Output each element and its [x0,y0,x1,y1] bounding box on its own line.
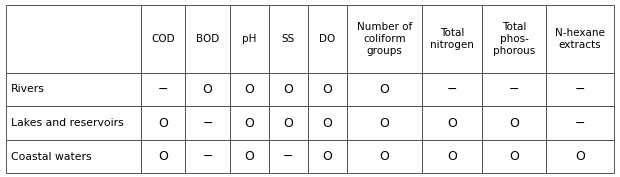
Text: −: − [575,83,585,96]
Bar [141,5,185,73]
Text: O: O [379,116,389,130]
Bar [229,106,268,140]
Bar [546,5,614,73]
Text: −: − [575,116,585,130]
Bar [6,73,141,106]
Bar [482,73,546,106]
Text: O: O [283,83,293,96]
Bar [482,5,546,73]
Text: Rivers: Rivers [11,84,45,94]
Bar [6,5,141,73]
Bar [308,140,347,173]
Text: O: O [447,116,457,130]
Bar [422,73,482,106]
Bar [347,106,422,140]
Bar [6,106,141,140]
Bar [229,5,268,73]
Bar [546,73,614,106]
Bar [229,73,268,106]
Bar [141,106,185,140]
Text: −: − [202,150,213,163]
Bar [6,140,141,173]
Text: COD: COD [152,34,175,44]
Text: O: O [244,116,254,130]
Text: O: O [509,116,519,130]
Text: pH: pH [242,34,256,44]
Bar [141,73,185,106]
Text: Coastal waters: Coastal waters [11,152,92,162]
Text: −: − [283,150,293,163]
Bar [229,140,268,173]
Text: Total
phos-
phorous: Total phos- phorous [493,22,535,56]
Text: O: O [322,83,332,96]
Bar [482,106,546,140]
Text: DO: DO [319,34,335,44]
Bar [422,106,482,140]
Text: O: O [379,150,389,163]
Bar [268,140,308,173]
Text: O: O [379,83,389,96]
Bar [185,73,229,106]
Text: N-hexane
extracts: N-hexane extracts [555,28,605,50]
Text: O: O [322,150,332,163]
Text: −: − [202,116,213,130]
Text: O: O [244,150,254,163]
Bar [185,140,229,173]
Bar [185,106,229,140]
Text: O: O [447,150,457,163]
Bar [268,106,308,140]
Bar [185,5,229,73]
Text: O: O [244,83,254,96]
Bar [347,5,422,73]
Bar [347,73,422,106]
Text: Number of
coliform
groups: Number of coliform groups [356,22,412,56]
Text: −: − [158,83,169,96]
Text: −: − [446,83,457,96]
Bar [308,106,347,140]
Bar [141,140,185,173]
Text: Total
nitrogen: Total nitrogen [430,28,474,50]
Bar [347,140,422,173]
Bar [268,5,308,73]
Text: O: O [322,116,332,130]
Text: Lakes and reservoirs: Lakes and reservoirs [11,118,124,128]
Text: O: O [159,150,169,163]
Text: O: O [283,116,293,130]
Bar [546,140,614,173]
Bar [422,140,482,173]
Text: O: O [203,83,213,96]
Bar [546,106,614,140]
Text: O: O [159,116,169,130]
Bar [308,5,347,73]
Bar [308,73,347,106]
Text: O: O [509,150,519,163]
Bar [482,140,546,173]
Text: SS: SS [281,34,295,44]
Text: O: O [575,150,585,163]
Text: BOD: BOD [196,34,219,44]
Bar [268,73,308,106]
Text: −: − [509,83,520,96]
Bar [422,5,482,73]
